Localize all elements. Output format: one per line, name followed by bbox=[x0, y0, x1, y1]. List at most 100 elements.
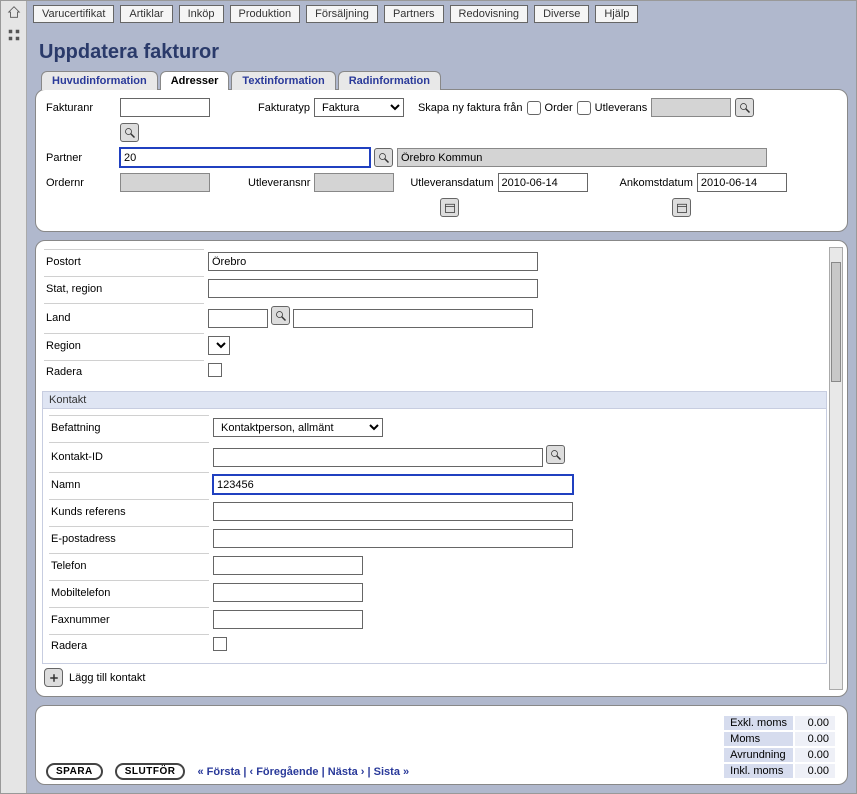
slutfor-button[interactable]: SLUTFÖR bbox=[115, 763, 186, 780]
partner-lookup-icon[interactable] bbox=[374, 148, 393, 167]
menu-redovisning[interactable]: Redovisning bbox=[450, 5, 529, 23]
total-exkl-label: Exkl. moms bbox=[724, 716, 793, 730]
ordernr-label: Ordernr bbox=[46, 177, 116, 189]
totals-table: Exkl. moms0.00 Moms0.00 Avrundning0.00 I… bbox=[722, 714, 837, 780]
skapa-utleverans-radio[interactable] bbox=[577, 101, 591, 115]
menu-forsaljning[interactable]: Försäljning bbox=[306, 5, 378, 23]
ordernr-input bbox=[120, 173, 210, 192]
mobil-input[interactable] bbox=[213, 583, 363, 602]
address-fields: Postort Stat, region Land bbox=[42, 247, 827, 385]
postort-label: Postort bbox=[44, 249, 204, 274]
menu-varucertifikat[interactable]: Varucertifikat bbox=[33, 5, 114, 23]
stat-region-input[interactable] bbox=[208, 279, 538, 298]
ankomstdatum-label: Ankomstdatum bbox=[620, 177, 693, 189]
header-panel: Fakturanr Fakturatyp Faktura Skapa ny fa… bbox=[35, 89, 848, 232]
ankomstdatum-input[interactable] bbox=[697, 173, 787, 192]
menu-diverse[interactable]: Diverse bbox=[534, 5, 589, 23]
land-code-input[interactable] bbox=[208, 309, 268, 328]
radera-addr-label: Radera bbox=[44, 360, 204, 383]
skapa-label: Skapa ny faktura från bbox=[418, 102, 523, 114]
pager-prev[interactable]: ‹ Föregående bbox=[249, 766, 318, 778]
pager-first[interactable]: « Första bbox=[197, 766, 240, 778]
utleveransnr-label: Utleveransnr bbox=[248, 177, 310, 189]
tab-textinformation[interactable]: Textinformation bbox=[231, 71, 335, 90]
partner-input[interactable] bbox=[120, 148, 370, 167]
home-icon[interactable] bbox=[7, 5, 21, 22]
fakturatyp-select[interactable]: Faktura bbox=[314, 98, 404, 117]
footer-panel: SPARA SLUTFÖR « Första | ‹ Föregående | … bbox=[35, 705, 848, 785]
add-contact-icon[interactable] bbox=[44, 668, 63, 687]
address-panel: Postort Stat, region Land bbox=[35, 240, 848, 697]
menubar: Varucertifikat Artiklar Inköp Produktion… bbox=[27, 1, 856, 27]
pager-last[interactable]: Sista » bbox=[374, 766, 409, 778]
land-lookup-icon[interactable] bbox=[271, 306, 290, 325]
radera-contact-checkbox[interactable] bbox=[213, 637, 227, 651]
order-label: Order bbox=[545, 102, 573, 114]
kundsref-input[interactable] bbox=[213, 502, 573, 521]
utleveransdatum-label: Utleveransdatum bbox=[410, 177, 493, 189]
tab-huvudinformation[interactable]: Huvudinformation bbox=[41, 71, 158, 90]
total-exkl: 0.00 bbox=[795, 716, 835, 730]
utleveransdatum-cal-icon[interactable] bbox=[440, 198, 459, 217]
scrollbar-thumb[interactable] bbox=[831, 262, 841, 382]
fax-label: Faxnummer bbox=[49, 607, 209, 632]
epost-input[interactable] bbox=[213, 529, 573, 548]
tab-radinformation[interactable]: Radinformation bbox=[338, 71, 441, 90]
kundsref-label: Kunds referens bbox=[49, 499, 209, 524]
skapa-order-radio[interactable] bbox=[527, 101, 541, 115]
total-avr: 0.00 bbox=[795, 748, 835, 762]
radera-addr-checkbox[interactable] bbox=[208, 363, 222, 377]
utleveransdatum-input[interactable] bbox=[498, 173, 588, 192]
fakturanr-label: Fakturanr bbox=[46, 102, 116, 114]
spara-button[interactable]: SPARA bbox=[46, 763, 103, 780]
tab-row: Huvudinformation Adresser Textinformatio… bbox=[27, 70, 856, 89]
fax-input[interactable] bbox=[213, 610, 363, 629]
ankomstdatum-cal-icon[interactable] bbox=[672, 198, 691, 217]
utleverans-lookup-icon[interactable] bbox=[735, 98, 754, 117]
total-moms-label: Moms bbox=[724, 732, 793, 746]
app-shell: Varucertifikat Artiklar Inköp Produktion… bbox=[0, 0, 857, 794]
telefon-input[interactable] bbox=[213, 556, 363, 575]
land-name-input[interactable] bbox=[293, 309, 533, 328]
total-moms: 0.00 bbox=[795, 732, 835, 746]
partner-label: Partner bbox=[46, 152, 116, 164]
pager-next[interactable]: Nästa › bbox=[328, 766, 365, 778]
scrollbar[interactable] bbox=[829, 247, 843, 690]
tab-adresser[interactable]: Adresser bbox=[160, 71, 230, 90]
kontaktid-lookup-icon[interactable] bbox=[546, 445, 565, 464]
befattning-label: Befattning bbox=[49, 415, 209, 440]
telefon-label: Telefon bbox=[49, 553, 209, 578]
kontaktid-label: Kontakt-ID bbox=[49, 442, 209, 470]
total-inkl: 0.00 bbox=[795, 764, 835, 778]
partner-name bbox=[397, 148, 767, 167]
namn-label: Namn bbox=[49, 472, 209, 497]
utleverans-ref-input[interactable] bbox=[651, 98, 731, 117]
kontakt-group: Befattning Kontaktperson, allmänt Kontak… bbox=[42, 409, 827, 664]
add-contact-label: Lägg till kontakt bbox=[69, 672, 145, 684]
grid-icon[interactable] bbox=[7, 28, 21, 45]
namn-input[interactable] bbox=[213, 475, 573, 494]
region-label: Region bbox=[44, 333, 204, 358]
kontakt-section-head: Kontakt bbox=[42, 391, 827, 409]
fakturanr-input[interactable] bbox=[120, 98, 210, 117]
menu-produktion[interactable]: Produktion bbox=[230, 5, 301, 23]
mobil-label: Mobiltelefon bbox=[49, 580, 209, 605]
region-select[interactable] bbox=[208, 336, 230, 355]
befattning-select[interactable]: Kontaktperson, allmänt bbox=[213, 418, 383, 437]
epost-label: E-postadress bbox=[49, 526, 209, 551]
menu-inkop[interactable]: Inköp bbox=[179, 5, 224, 23]
stat-region-label: Stat, region bbox=[44, 276, 204, 301]
left-gutter bbox=[1, 1, 27, 793]
fakturanr-lookup-icon[interactable] bbox=[120, 123, 139, 142]
fakturatyp-label: Fakturatyp bbox=[258, 102, 310, 114]
utleveransnr-input bbox=[314, 173, 394, 192]
pager: « Första | ‹ Föregående | Nästa › | Sist… bbox=[197, 766, 409, 778]
postort-input[interactable] bbox=[208, 252, 538, 271]
menu-hjalp[interactable]: Hjälp bbox=[595, 5, 638, 23]
land-label: Land bbox=[44, 303, 204, 331]
menu-partners[interactable]: Partners bbox=[384, 5, 444, 23]
kontaktid-input[interactable] bbox=[213, 448, 543, 467]
total-avr-label: Avrundning bbox=[724, 748, 793, 762]
add-contact-row[interactable]: Lägg till kontakt bbox=[42, 664, 827, 690]
menu-artiklar[interactable]: Artiklar bbox=[120, 5, 172, 23]
